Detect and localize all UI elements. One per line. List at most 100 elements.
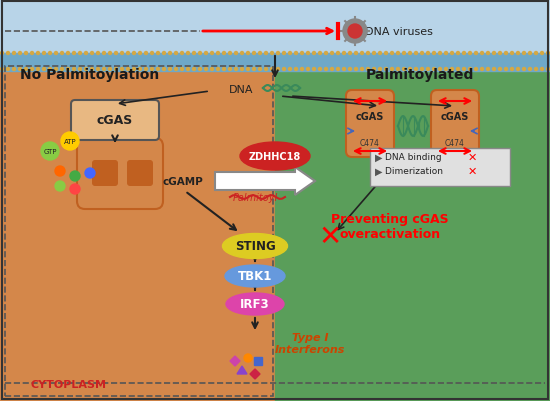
- Polygon shape: [230, 356, 240, 366]
- Circle shape: [529, 68, 531, 71]
- Circle shape: [312, 53, 316, 55]
- Circle shape: [234, 53, 238, 55]
- Circle shape: [223, 68, 226, 71]
- Bar: [5, 67, 273, 396]
- Circle shape: [120, 53, 124, 55]
- Circle shape: [469, 53, 471, 55]
- Text: Type I
Interferons: Type I Interferons: [275, 332, 345, 354]
- Circle shape: [343, 53, 345, 55]
- Circle shape: [306, 53, 310, 55]
- Circle shape: [300, 53, 304, 55]
- Circle shape: [510, 53, 514, 55]
- Circle shape: [73, 53, 75, 55]
- Circle shape: [475, 53, 477, 55]
- Circle shape: [108, 68, 112, 71]
- Circle shape: [535, 68, 537, 71]
- Text: ▶: ▶: [375, 153, 382, 162]
- Circle shape: [355, 53, 358, 55]
- Circle shape: [108, 53, 112, 55]
- Circle shape: [252, 53, 256, 55]
- Circle shape: [133, 53, 135, 55]
- Circle shape: [541, 53, 543, 55]
- Circle shape: [432, 53, 436, 55]
- Circle shape: [444, 68, 448, 71]
- Circle shape: [265, 53, 267, 55]
- Circle shape: [498, 68, 502, 71]
- Circle shape: [85, 168, 95, 178]
- Ellipse shape: [226, 293, 284, 315]
- Circle shape: [438, 53, 442, 55]
- FancyBboxPatch shape: [127, 160, 153, 186]
- Circle shape: [145, 53, 147, 55]
- Circle shape: [529, 53, 531, 55]
- Circle shape: [30, 53, 34, 55]
- Text: STING: STING: [235, 240, 276, 253]
- FancyArrow shape: [215, 168, 315, 196]
- Text: C474: C474: [360, 139, 380, 148]
- Text: cGAS: cGAS: [356, 112, 384, 122]
- Circle shape: [504, 68, 508, 71]
- Circle shape: [355, 68, 358, 71]
- Circle shape: [180, 53, 184, 55]
- Circle shape: [223, 53, 226, 55]
- Circle shape: [60, 68, 63, 71]
- Circle shape: [409, 53, 411, 55]
- Circle shape: [378, 68, 382, 71]
- Circle shape: [265, 68, 267, 71]
- Circle shape: [421, 53, 424, 55]
- Circle shape: [337, 53, 339, 55]
- Circle shape: [244, 354, 252, 362]
- Circle shape: [271, 53, 273, 55]
- Circle shape: [403, 68, 405, 71]
- Circle shape: [492, 53, 496, 55]
- Circle shape: [48, 68, 52, 71]
- Circle shape: [67, 68, 69, 71]
- Circle shape: [426, 68, 430, 71]
- Circle shape: [240, 53, 244, 55]
- Circle shape: [199, 53, 201, 55]
- Circle shape: [463, 68, 465, 71]
- Text: Preventing cGAS
overactivation: Preventing cGAS overactivation: [331, 213, 449, 241]
- Circle shape: [300, 68, 304, 71]
- Circle shape: [312, 68, 316, 71]
- Circle shape: [378, 53, 382, 55]
- Circle shape: [157, 53, 160, 55]
- Text: IRF3: IRF3: [240, 298, 270, 311]
- Circle shape: [174, 53, 178, 55]
- Circle shape: [162, 53, 166, 55]
- Circle shape: [25, 68, 28, 71]
- Circle shape: [54, 68, 58, 71]
- Circle shape: [7, 53, 9, 55]
- Circle shape: [240, 68, 244, 71]
- Circle shape: [133, 68, 135, 71]
- Circle shape: [246, 68, 250, 71]
- Circle shape: [522, 68, 525, 71]
- Circle shape: [331, 53, 333, 55]
- Circle shape: [30, 68, 34, 71]
- Circle shape: [186, 53, 190, 55]
- Circle shape: [450, 53, 454, 55]
- Circle shape: [25, 53, 28, 55]
- Bar: [0, 54, 550, 72]
- Circle shape: [289, 53, 292, 55]
- Circle shape: [73, 68, 75, 71]
- Circle shape: [67, 53, 69, 55]
- Text: Palmitoylated: Palmitoylated: [366, 68, 474, 82]
- Text: cGAMP: cGAMP: [162, 176, 203, 186]
- Circle shape: [456, 68, 459, 71]
- Circle shape: [318, 53, 322, 55]
- Text: cGAS: cGAS: [97, 114, 133, 127]
- Circle shape: [19, 53, 21, 55]
- Circle shape: [390, 53, 393, 55]
- Circle shape: [438, 68, 442, 71]
- Circle shape: [469, 68, 471, 71]
- Text: Dimerization: Dimerization: [385, 167, 449, 176]
- Circle shape: [139, 53, 141, 55]
- Circle shape: [366, 53, 370, 55]
- Circle shape: [1, 53, 3, 55]
- Circle shape: [397, 53, 399, 55]
- Circle shape: [415, 53, 417, 55]
- Text: CYTOPLASM: CYTOPLASM: [30, 379, 106, 389]
- Circle shape: [343, 20, 367, 44]
- Circle shape: [168, 53, 172, 55]
